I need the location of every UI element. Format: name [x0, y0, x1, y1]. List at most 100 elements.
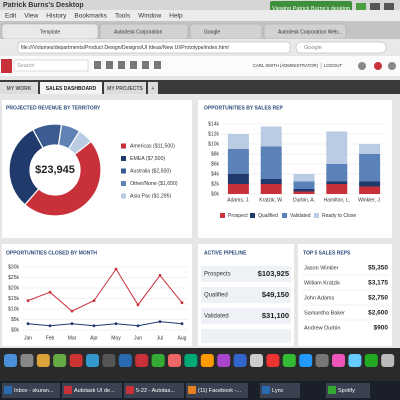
- menu-item[interactable]: Edit: [5, 13, 16, 20]
- dock-icon[interactable]: [69, 354, 83, 367]
- dock-icon[interactable]: [86, 354, 99, 367]
- point: [26, 322, 30, 326]
- bar-segment: [359, 186, 381, 194]
- dock-icon[interactable]: [299, 354, 313, 367]
- bar-segment: [326, 181, 348, 184]
- rep-name: Andrew Durbin: [304, 325, 340, 331]
- task-item[interactable]: [124, 383, 184, 398]
- app-search[interactable]: [13, 59, 89, 72]
- y-tick-label: $5k: [11, 317, 20, 323]
- dock-icon[interactable]: [381, 354, 395, 367]
- legend-label: Qualified: [258, 213, 278, 219]
- icon[interactable]: [356, 3, 366, 13]
- menu-item[interactable]: View: [24, 13, 38, 20]
- y-tick-label: $0k: [211, 191, 220, 197]
- icon[interactable]: [130, 61, 137, 69]
- point: [92, 299, 96, 302]
- line: [27, 268, 183, 312]
- dash-tab[interactable]: [104, 82, 146, 94]
- point: [136, 303, 140, 307]
- point: [158, 320, 162, 323]
- icon[interactable]: [374, 62, 382, 70]
- line: [27, 321, 183, 327]
- icon[interactable]: [106, 61, 113, 69]
- toolbar-icons: [94, 61, 161, 69]
- icon[interactable]: [358, 62, 366, 70]
- legend-swatch: [314, 213, 319, 218]
- menu-item[interactable]: Tools: [115, 13, 131, 20]
- point: [70, 322, 74, 326]
- icon[interactable]: [370, 3, 380, 13]
- dock-icon[interactable]: [200, 354, 214, 367]
- dock-icon[interactable]: [364, 354, 378, 367]
- point: [26, 299, 30, 302]
- dock-icon[interactable]: [184, 354, 198, 367]
- task-item[interactable]: [326, 383, 370, 398]
- search-field[interactable]: [295, 41, 387, 54]
- legend-swatch: [282, 213, 287, 218]
- pipeline-label: Qualified: [204, 293, 228, 299]
- dock-icon[interactable]: [20, 354, 34, 367]
- dock-icon[interactable]: [4, 354, 17, 367]
- x-tick-label: Feb: [46, 335, 55, 341]
- task-item[interactable]: [62, 383, 122, 398]
- dock-icon[interactable]: [315, 354, 329, 367]
- dock-icon[interactable]: [217, 354, 231, 367]
- menu-item[interactable]: Help: [169, 13, 183, 20]
- notice: Viewing Patrick Burns's desktop: [272, 6, 350, 12]
- dock-icon[interactable]: [168, 354, 181, 367]
- dock-icon[interactable]: [118, 354, 132, 367]
- dock-icon[interactable]: [332, 354, 345, 367]
- icon[interactable]: [388, 62, 396, 70]
- x-tick-label: May: [111, 335, 121, 341]
- icon[interactable]: [384, 3, 394, 13]
- task-icon: [262, 386, 270, 394]
- task-item[interactable]: [2, 383, 60, 398]
- dock-icon[interactable]: [151, 354, 165, 367]
- dock-icon[interactable]: [348, 354, 362, 367]
- rep-value: $900: [374, 325, 389, 332]
- bar-segment: [359, 144, 381, 154]
- dock-icon[interactable]: [266, 354, 280, 367]
- dock-icon[interactable]: [53, 354, 67, 367]
- logout[interactable]: LOGOUT: [324, 63, 343, 68]
- dock-icon[interactable]: [233, 354, 247, 367]
- menu: Edit View History Bookmarks Tools Window Help: [5, 13, 183, 20]
- bar-segment: [293, 191, 315, 194]
- desktop-title: Patrick Burns's Desktop: [3, 2, 84, 9]
- panel: [298, 244, 392, 346]
- browser-tab-label: Google: [204, 29, 220, 35]
- dock-icon[interactable]: [36, 354, 50, 367]
- task-icon: [64, 386, 72, 394]
- rep-name: John Adams: [304, 295, 335, 301]
- url-field[interactable]: [17, 41, 291, 54]
- dash-tab[interactable]: [148, 82, 158, 94]
- dash-tab[interactable]: [0, 82, 38, 94]
- y-tick-label: $10k: [8, 306, 19, 312]
- panel-title: ACTIVE PIPELINE: [204, 250, 247, 256]
- panel-title: OPPORTUNITIES BY SALES REP: [204, 105, 283, 111]
- dock-icon[interactable]: [250, 354, 263, 367]
- menu-item[interactable]: Window: [138, 13, 161, 20]
- y-tick-label: $4k: [211, 171, 220, 177]
- pipeline-row: [201, 308, 291, 324]
- point: [158, 274, 162, 277]
- dock-icon[interactable]: [135, 354, 149, 367]
- icon[interactable]: [154, 61, 161, 69]
- icon[interactable]: [118, 61, 125, 69]
- point: [114, 322, 118, 326]
- menu-item[interactable]: History: [46, 13, 67, 20]
- task-item[interactable]: [186, 383, 248, 398]
- legend-label: Validated: [290, 213, 311, 219]
- dash-tab[interactable]: [40, 82, 102, 94]
- menu-item[interactable]: Bookmarks: [74, 13, 107, 20]
- icon[interactable]: [142, 61, 149, 69]
- dock-icon[interactable]: [102, 354, 116, 367]
- logo[interactable]: [1, 59, 12, 73]
- icon[interactable]: [94, 61, 101, 69]
- browser-tab[interactable]: [189, 23, 263, 40]
- x-tick-label: Adams, J.: [227, 197, 249, 203]
- dock-icon[interactable]: [282, 354, 296, 367]
- dash-tab-label: +: [152, 86, 155, 92]
